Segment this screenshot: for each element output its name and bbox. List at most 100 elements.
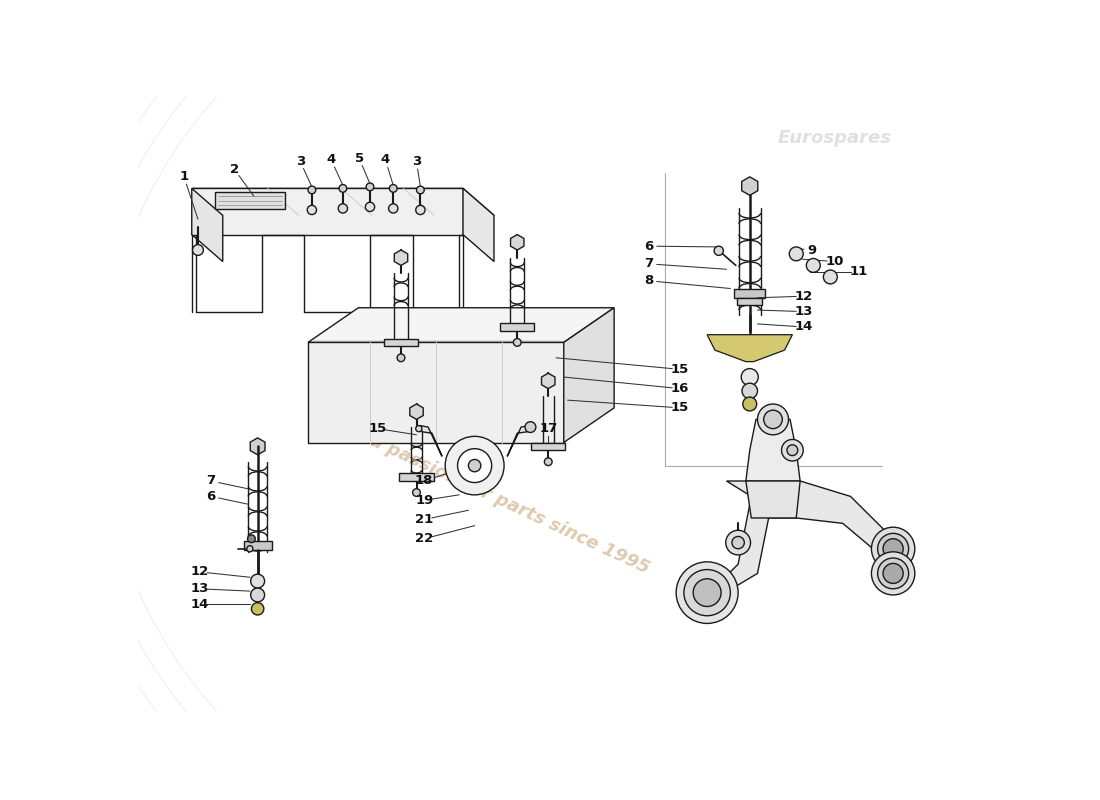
Circle shape xyxy=(871,552,915,595)
Circle shape xyxy=(742,397,757,411)
Circle shape xyxy=(878,534,909,564)
Circle shape xyxy=(412,489,420,496)
Polygon shape xyxy=(563,308,614,442)
Polygon shape xyxy=(746,481,800,518)
Text: Eurospares: Eurospares xyxy=(778,130,892,147)
Circle shape xyxy=(252,602,264,615)
Text: 14: 14 xyxy=(190,598,209,610)
Text: 8: 8 xyxy=(645,274,653,287)
Text: 7: 7 xyxy=(645,258,653,270)
Text: 9: 9 xyxy=(807,243,816,257)
Circle shape xyxy=(684,570,730,616)
Text: 7: 7 xyxy=(207,474,216,487)
Circle shape xyxy=(416,426,422,432)
Circle shape xyxy=(871,527,915,570)
Circle shape xyxy=(446,436,504,495)
Text: 3: 3 xyxy=(411,155,421,168)
Text: 21: 21 xyxy=(415,513,433,526)
Polygon shape xyxy=(250,438,265,455)
Circle shape xyxy=(192,245,204,255)
Text: 18: 18 xyxy=(415,474,433,487)
Circle shape xyxy=(338,204,348,213)
Circle shape xyxy=(676,562,738,623)
Bar xyxy=(732,542,745,549)
Polygon shape xyxy=(410,404,424,419)
Polygon shape xyxy=(707,334,792,362)
Text: 12: 12 xyxy=(795,290,813,302)
Circle shape xyxy=(416,206,425,214)
Circle shape xyxy=(742,383,758,398)
Text: 2: 2 xyxy=(230,162,239,176)
Text: 22: 22 xyxy=(415,532,433,546)
Text: 16: 16 xyxy=(671,382,690,395)
Bar xyxy=(399,474,433,481)
Text: 10: 10 xyxy=(826,255,844,268)
Circle shape xyxy=(806,258,821,272)
Polygon shape xyxy=(191,188,222,262)
Circle shape xyxy=(824,270,837,284)
Circle shape xyxy=(714,246,724,255)
Bar xyxy=(737,298,762,306)
Circle shape xyxy=(544,458,552,466)
Text: 12: 12 xyxy=(190,566,209,578)
Polygon shape xyxy=(510,234,524,250)
Circle shape xyxy=(307,206,317,214)
Circle shape xyxy=(248,535,255,542)
Bar xyxy=(531,442,565,450)
Polygon shape xyxy=(769,481,896,566)
Circle shape xyxy=(732,537,745,549)
Text: 19: 19 xyxy=(415,494,433,506)
Text: 4: 4 xyxy=(381,154,390,166)
Bar xyxy=(244,541,272,550)
Circle shape xyxy=(790,247,803,261)
Circle shape xyxy=(525,422,536,433)
Circle shape xyxy=(786,445,798,455)
Polygon shape xyxy=(191,188,494,215)
Circle shape xyxy=(883,538,903,558)
Polygon shape xyxy=(541,373,556,389)
Circle shape xyxy=(726,530,750,555)
Polygon shape xyxy=(420,426,442,456)
Polygon shape xyxy=(308,308,614,342)
Circle shape xyxy=(397,354,405,362)
Circle shape xyxy=(514,338,521,346)
Text: 17: 17 xyxy=(539,422,558,435)
Circle shape xyxy=(741,369,758,386)
Circle shape xyxy=(389,185,397,192)
Text: 15: 15 xyxy=(671,363,689,376)
Circle shape xyxy=(693,578,722,606)
Polygon shape xyxy=(746,419,800,481)
Circle shape xyxy=(763,410,782,429)
Bar xyxy=(500,323,535,331)
Circle shape xyxy=(365,202,375,211)
Text: a passion for parts since 1995: a passion for parts since 1995 xyxy=(367,431,652,577)
Circle shape xyxy=(388,204,398,213)
Bar xyxy=(214,192,285,209)
Circle shape xyxy=(469,459,481,472)
Polygon shape xyxy=(191,188,463,234)
Bar xyxy=(384,338,418,346)
Polygon shape xyxy=(507,426,529,456)
Text: 5: 5 xyxy=(354,152,364,165)
Circle shape xyxy=(417,186,425,194)
Text: 14: 14 xyxy=(795,321,813,334)
Text: 3: 3 xyxy=(296,155,305,168)
Circle shape xyxy=(758,404,789,435)
Circle shape xyxy=(251,574,265,588)
Text: 15: 15 xyxy=(368,422,387,435)
Text: 4: 4 xyxy=(327,154,336,166)
Polygon shape xyxy=(308,342,563,442)
Circle shape xyxy=(339,185,346,192)
Bar xyxy=(735,289,766,298)
Circle shape xyxy=(458,449,492,482)
Text: 6: 6 xyxy=(207,490,216,503)
Text: 11: 11 xyxy=(849,265,868,278)
Text: 6: 6 xyxy=(645,240,653,253)
Circle shape xyxy=(251,588,265,602)
Circle shape xyxy=(308,186,316,194)
Circle shape xyxy=(878,558,909,589)
Circle shape xyxy=(246,546,253,552)
Polygon shape xyxy=(394,250,408,266)
Polygon shape xyxy=(463,188,494,262)
Circle shape xyxy=(366,183,374,190)
